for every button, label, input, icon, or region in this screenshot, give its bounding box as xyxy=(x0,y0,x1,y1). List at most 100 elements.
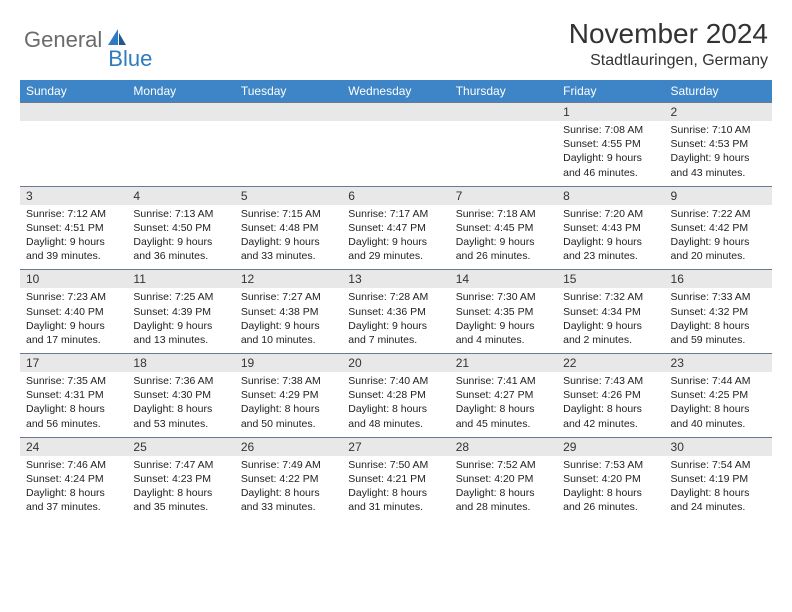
title-block: November 2024 Stadtlauringen, Germany xyxy=(569,18,768,70)
detail-row: Sunrise: 7:46 AMSunset: 4:24 PM Daylight:… xyxy=(20,456,772,521)
detail-line: Daylight: 8 hours xyxy=(133,402,228,416)
detail-line: Sunset: 4:53 PM xyxy=(671,137,766,151)
detail-line: Sunrise: 7:18 AM xyxy=(456,207,551,221)
detail-line: Sunset: 4:21 PM xyxy=(348,472,443,486)
day-number: 3 xyxy=(20,186,127,205)
detail-line: Daylight: 9 hours xyxy=(133,319,228,333)
day-detail: Sunrise: 7:25 AMSunset: 4:39 PMDaylight:… xyxy=(127,288,234,353)
detail-line: and 45 minutes. xyxy=(456,417,551,431)
detail-line: Daylight: 8 hours xyxy=(26,402,121,416)
detail-line: and 26 minutes. xyxy=(563,500,658,514)
daynum-row: 10111213141516 xyxy=(20,270,772,289)
day-number xyxy=(20,103,127,122)
detail-line: and 28 minutes. xyxy=(456,500,551,514)
detail-line: Sunrise: 7:49 AM xyxy=(241,458,336,472)
header: General Blue November 2024 Stadtlauringe… xyxy=(0,0,792,76)
day-number xyxy=(127,103,234,122)
day-detail: Sunrise: 7:36 AMSunset: 4:30 PMDaylight:… xyxy=(127,372,234,437)
day-detail xyxy=(20,121,127,186)
day-number xyxy=(450,103,557,122)
daynum-row: 12 xyxy=(20,103,772,122)
detail-line: Sunrise: 7:35 AM xyxy=(26,374,121,388)
day-number: 26 xyxy=(235,437,342,456)
day-detail: Sunrise: 7:17 AMSunset: 4:47 PMDaylight:… xyxy=(342,205,449,270)
day-number: 20 xyxy=(342,354,449,373)
detail-row: Sunrise: 7:35 AMSunset: 4:31 PMDaylight:… xyxy=(20,372,772,437)
detail-line: Daylight: 9 hours xyxy=(456,319,551,333)
detail-line: Daylight: 9 hours xyxy=(563,319,658,333)
detail-line: Daylight: 9 hours xyxy=(671,151,766,165)
detail-line: Sunset: 4:27 PM xyxy=(456,388,551,402)
day-number: 12 xyxy=(235,270,342,289)
detail-line: Daylight: 9 hours xyxy=(241,235,336,249)
day-detail: Sunrise: 7:49 AMSunset: 4:22 PMDaylight:… xyxy=(235,456,342,521)
detail-line: and 20 minutes. xyxy=(671,249,766,263)
detail-line: and 46 minutes. xyxy=(563,166,658,180)
day-detail xyxy=(235,121,342,186)
page-title: November 2024 xyxy=(569,18,768,50)
detail-line: Sunset: 4:24 PM xyxy=(26,472,121,486)
day-number: 19 xyxy=(235,354,342,373)
detail-line: Sunset: 4:23 PM xyxy=(133,472,228,486)
detail-line: and 23 minutes. xyxy=(563,249,658,263)
detail-line: Sunset: 4:35 PM xyxy=(456,305,551,319)
day-number: 24 xyxy=(20,437,127,456)
detail-line: Sunrise: 7:22 AM xyxy=(671,207,766,221)
day-number: 27 xyxy=(342,437,449,456)
detail-line: Sunset: 4:36 PM xyxy=(348,305,443,319)
detail-line: Sunrise: 7:46 AM xyxy=(26,458,121,472)
day-detail: Sunrise: 7:52 AMSunset: 4:20 PMDaylight:… xyxy=(450,456,557,521)
detail-line: Daylight: 9 hours xyxy=(241,319,336,333)
day-number: 14 xyxy=(450,270,557,289)
detail-line: and 37 minutes. xyxy=(26,500,121,514)
detail-line: Daylight: 8 hours xyxy=(563,402,658,416)
detail-line: Sunrise: 7:20 AM xyxy=(563,207,658,221)
day-number xyxy=(235,103,342,122)
detail-line: Daylight: 8 hours xyxy=(456,402,551,416)
detail-line: Sunrise: 7:13 AM xyxy=(133,207,228,221)
brand-general: General xyxy=(24,27,102,53)
detail-line: Sunrise: 7:10 AM xyxy=(671,123,766,137)
detail-line: Sunset: 4:22 PM xyxy=(241,472,336,486)
calendar-body: 12Sunrise: 7:08 AMSunset: 4:55 PMDayligh… xyxy=(20,103,772,521)
detail-line: and 56 minutes. xyxy=(26,417,121,431)
day-detail: Sunrise: 7:54 AMSunset: 4:19 PMDaylight:… xyxy=(665,456,772,521)
detail-line: Sunrise: 7:43 AM xyxy=(563,374,658,388)
detail-line: Sunrise: 7:52 AM xyxy=(456,458,551,472)
day-number: 23 xyxy=(665,354,772,373)
day-number xyxy=(342,103,449,122)
detail-line: and 36 minutes. xyxy=(133,249,228,263)
detail-line: and 2 minutes. xyxy=(563,333,658,347)
detail-line: Sunrise: 7:33 AM xyxy=(671,290,766,304)
detail-line: Daylight: 9 hours xyxy=(26,319,121,333)
detail-line: Sunrise: 7:40 AM xyxy=(348,374,443,388)
day-detail: Sunrise: 7:23 AMSunset: 4:40 PMDaylight:… xyxy=(20,288,127,353)
brand-logo: General Blue xyxy=(24,18,156,62)
day-number: 16 xyxy=(665,270,772,289)
detail-line: Sunset: 4:19 PM xyxy=(671,472,766,486)
day-number: 11 xyxy=(127,270,234,289)
detail-line: Daylight: 8 hours xyxy=(671,319,766,333)
detail-line: Sunset: 4:20 PM xyxy=(456,472,551,486)
day-detail: Sunrise: 7:40 AMSunset: 4:28 PMDaylight:… xyxy=(342,372,449,437)
detail-line: Sunrise: 7:30 AM xyxy=(456,290,551,304)
detail-line: and 26 minutes. xyxy=(456,249,551,263)
detail-line: Sunset: 4:29 PM xyxy=(241,388,336,402)
detail-line: Sunset: 4:45 PM xyxy=(456,221,551,235)
detail-line: and 40 minutes. xyxy=(671,417,766,431)
detail-line: Sunrise: 7:12 AM xyxy=(26,207,121,221)
detail-line: Daylight: 8 hours xyxy=(348,486,443,500)
detail-line: and 31 minutes. xyxy=(348,500,443,514)
detail-line: Sunset: 4:51 PM xyxy=(26,221,121,235)
detail-line: Daylight: 8 hours xyxy=(671,486,766,500)
weekday-header-row: Sunday Monday Tuesday Wednesday Thursday… xyxy=(20,80,772,103)
day-number: 4 xyxy=(127,186,234,205)
detail-line: Daylight: 8 hours xyxy=(133,486,228,500)
detail-line: and 10 minutes. xyxy=(241,333,336,347)
daynum-row: 17181920212223 xyxy=(20,354,772,373)
detail-line: Sunset: 4:42 PM xyxy=(671,221,766,235)
detail-line: Sunrise: 7:41 AM xyxy=(456,374,551,388)
day-number: 9 xyxy=(665,186,772,205)
day-number: 21 xyxy=(450,354,557,373)
day-number: 10 xyxy=(20,270,127,289)
